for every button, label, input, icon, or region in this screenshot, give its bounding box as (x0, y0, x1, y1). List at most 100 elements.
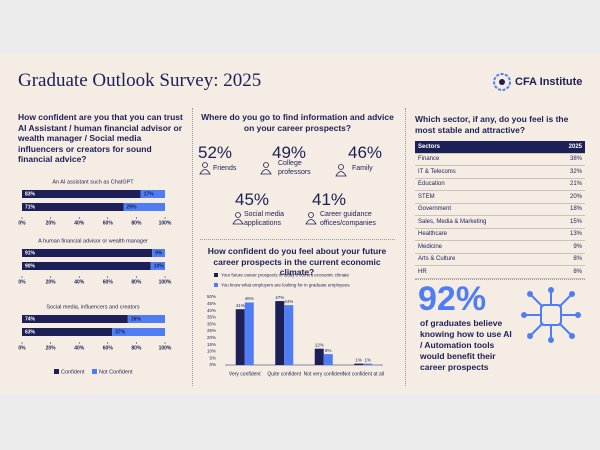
x-tick-label: 60% (103, 279, 114, 285)
question: How confident do you feel about your fut… (207, 246, 387, 277)
table-cell: 8% (549, 265, 585, 279)
ai-icon (521, 287, 581, 343)
x-tick-label: Not confident at all (343, 371, 384, 377)
value-label: 91% (25, 251, 36, 257)
icon (235, 212, 241, 218)
table-cell: Finance (415, 153, 550, 166)
table-cell: 8% (549, 253, 585, 266)
divider (200, 239, 395, 240)
x-tick-label: 40% (74, 279, 85, 285)
header-cell: 2025 (549, 141, 585, 154)
bar (22, 249, 153, 257)
value-label: 1% (364, 357, 371, 362)
stat-label: Friends (213, 165, 237, 172)
table-cell: Government (415, 203, 550, 216)
question: How confident are you that you can trust… (18, 112, 183, 164)
x-tick-label: 100% (159, 279, 172, 285)
legend-swatch (54, 369, 59, 374)
value-label: 12% (315, 342, 324, 347)
sector-table: Sectors 2025 Finance 38% IT & Telecoms 32% E… (415, 141, 585, 279)
value-label: 90% (25, 264, 36, 270)
question: Where do you go to find information and … (201, 112, 394, 133)
icon (199, 169, 211, 175)
stat-value: 41% (312, 190, 347, 209)
table-cell: 15% (549, 215, 585, 229)
icon (232, 219, 244, 225)
value-label: 26% (131, 317, 142, 323)
table-header: Sectors 2025 (415, 141, 585, 154)
bar (363, 363, 373, 365)
table-row: Medicine 9% (415, 240, 585, 254)
table-cell: 38% (549, 153, 585, 166)
stat-value: 52% (198, 143, 233, 162)
bar (22, 190, 141, 198)
table-row: Government 18% (415, 203, 585, 216)
value-label: 17% (144, 192, 155, 198)
bar (323, 354, 333, 365)
stat-label: College professors (278, 160, 311, 176)
table-cell: Sales, Media & Marketing (415, 215, 550, 229)
legend-label: Confident (61, 369, 85, 375)
icon (338, 164, 344, 170)
stat-label: Social media applications (244, 211, 285, 227)
stat-value: 49% (272, 143, 307, 162)
y-tick-label: 5% (209, 355, 216, 360)
x-tick-label: 40% (74, 345, 85, 351)
value-label: 47% (275, 295, 284, 300)
divider (192, 108, 193, 386)
x-tick-label: 20% (46, 220, 57, 226)
table-cell: 18% (549, 203, 585, 216)
bar (244, 302, 254, 365)
x-tick-label: 40% (74, 220, 85, 226)
table-cell: 21% (549, 178, 585, 191)
table-cell: STEM (415, 190, 550, 204)
table-cell: 9% (549, 240, 585, 254)
bar (284, 305, 294, 365)
bar (314, 348, 324, 365)
icon (305, 219, 317, 225)
x-tick-label: 80% (131, 279, 142, 285)
x-tick-label: Very confident (229, 371, 261, 377)
bar (22, 203, 124, 211)
legend-swatch (214, 273, 218, 277)
table-cell: Education (415, 178, 550, 191)
x-tick-label: 20% (46, 279, 57, 285)
logo-icon (493, 73, 511, 91)
bar (22, 315, 128, 323)
y-tick-label: 50% (207, 294, 216, 299)
x-tick-label: 0% (18, 279, 26, 285)
icon (263, 162, 269, 168)
table-row: HR 8% (415, 265, 585, 279)
bar (22, 328, 113, 336)
bar (354, 363, 364, 365)
x-tick-label: Quite confident (267, 371, 301, 377)
value-label: 63% (25, 330, 36, 336)
table-cell: Healthcare (415, 228, 550, 241)
bar (123, 203, 165, 211)
value-label: 41% (236, 303, 245, 308)
x-tick-label: Not very confident (304, 371, 345, 377)
x-tick-label: 0% (18, 220, 26, 226)
header-cell: Sectors (415, 141, 550, 154)
y-tick-label: 40% (207, 308, 216, 313)
y-tick-label: 35% (207, 315, 216, 320)
y-tick-label: 0% (209, 362, 216, 367)
value-label: 8% (325, 348, 332, 353)
y-tick-label: 45% (207, 301, 216, 306)
table-row: STEM 20% (415, 190, 585, 204)
bar (235, 309, 245, 365)
stat-value: 45% (235, 190, 270, 209)
bar (152, 249, 165, 257)
table-cell: Arts & Culture (415, 253, 550, 266)
chart-subtitle: Social media, influencers and creators (46, 304, 139, 310)
legend-label: You know what employers are looking for … (221, 283, 350, 288)
table-cell: HR (415, 265, 550, 279)
y-tick-label: 10% (207, 349, 216, 354)
bar (112, 328, 165, 336)
table-cell: Medicine (415, 240, 550, 254)
value-label: 71% (25, 205, 36, 211)
bar (150, 262, 165, 270)
table-row: Arts & Culture 8% (415, 253, 585, 266)
